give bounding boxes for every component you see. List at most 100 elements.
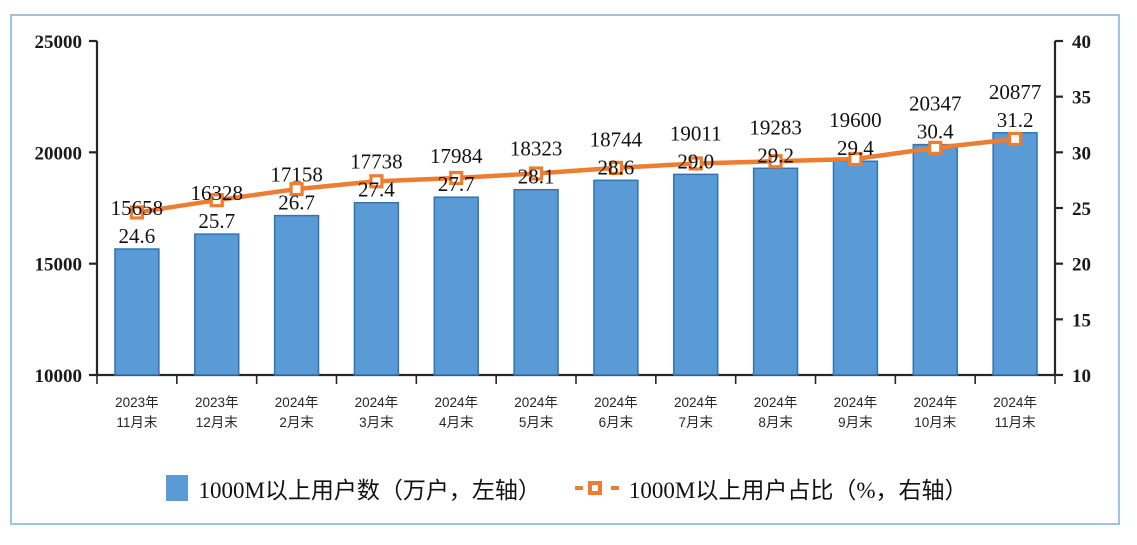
- line-series: [134, 136, 1018, 215]
- left-axis-ticks: 10000 15000 20000 25000: [35, 32, 97, 387]
- chart-legend: 1000M以上用户数（万户，左轴） 1000M以上用户占比（%，右轴）: [12, 471, 1122, 505]
- x-axis-category-label: 6月末: [599, 415, 634, 430]
- line-value-label: 27.7: [438, 172, 475, 196]
- bar: [114, 248, 160, 376]
- line-marker: [209, 193, 224, 208]
- line-marker: [289, 181, 304, 197]
- right-axis-ticks: 10 15 20 25 30 35 40: [1055, 32, 1091, 387]
- bar: [194, 233, 240, 376]
- line-value-label: 29.0: [677, 149, 714, 173]
- bar: [912, 143, 958, 376]
- x-axis-category-label: 2024年: [514, 395, 558, 410]
- line-marker: [449, 170, 464, 186]
- legend-item-line-series[interactable]: 1000M以上用户占比（%，右轴）: [574, 471, 968, 505]
- line-value-label: 30.4: [917, 120, 954, 144]
- bar: [513, 188, 559, 376]
- bar: [992, 132, 1038, 376]
- x-axis-category-label: 8月末: [758, 415, 793, 430]
- x-axis-category-label: 2月末: [279, 415, 314, 430]
- line-marker: [608, 160, 624, 176]
- right-axis-tick-label: 20: [1072, 255, 1091, 276]
- x-axis-category-label: 2024年: [275, 395, 319, 410]
- bar: [273, 214, 320, 376]
- line-value-label: 29.2: [757, 143, 794, 167]
- bar-value-label: 18323: [510, 137, 563, 161]
- line-marker: [928, 140, 943, 155]
- bar-value-label: 17984: [430, 144, 483, 168]
- bar-value-label: 18744: [590, 127, 643, 151]
- x-axis-category-label: 2024年: [594, 395, 638, 410]
- right-axis-tick-label: 10: [1072, 366, 1091, 387]
- x-axis-category-ticks: [96, 375, 1056, 384]
- bar: [752, 167, 799, 376]
- bar: [593, 179, 639, 376]
- legend-line-marker-icon: [574, 479, 619, 497]
- bar-value-label: 19283: [749, 115, 802, 139]
- x-axis-category-label: 2023年: [195, 395, 239, 410]
- line-value-label: 28.6: [598, 155, 635, 179]
- x-axis-category-labels: 2023年 11月末 2023年 12月末 2024年 2月末 2024年 3月末 2024年 4…: [115, 395, 1037, 430]
- right-axis-tick-label: 30: [1072, 143, 1091, 164]
- x-axis-category-label: 2023年: [115, 395, 159, 410]
- x-axis-category-label: 11月末: [116, 415, 158, 430]
- x-axis-category-label: 12月末: [196, 415, 239, 430]
- line-marker: [848, 151, 863, 167]
- legend-bar-swatch-icon: [166, 475, 189, 501]
- x-axis-category-label: 2024年: [434, 395, 478, 410]
- line-value-label: 28.1: [518, 165, 555, 189]
- x-axis-category-label: 2024年: [754, 395, 798, 410]
- bar-value-label: 19600: [829, 108, 882, 132]
- bar: [353, 201, 400, 376]
- bar: [832, 160, 879, 376]
- right-axis-tick-label: 35: [1072, 88, 1091, 109]
- bar-value-labels: 15658 16328 17158 17738 17984 18323 18744 19011…: [111, 80, 1042, 220]
- bar-value-label: 17738: [350, 150, 403, 174]
- x-axis-category-label: 2024年: [993, 395, 1037, 410]
- x-axis-category-label: 2024年: [674, 395, 718, 410]
- line-markers: [129, 131, 1023, 220]
- chart-frame: 10000 15000 20000 25000 10 15 20 25 30 3…: [10, 14, 1120, 525]
- bar-value-label: 17158: [270, 163, 323, 187]
- left-axis-tick-label: 25000: [35, 32, 83, 53]
- bar-value-label: 19011: [670, 121, 722, 145]
- x-axis-category-label: 9月末: [838, 415, 873, 430]
- right-axis-tick-label: 40: [1072, 32, 1091, 53]
- line-marker: [369, 174, 384, 189]
- legend-item-bar-series[interactable]: 1000M以上用户数（万户，左轴）: [166, 471, 541, 505]
- line-marker: [688, 156, 703, 171]
- x-axis-category-label: 11月末: [995, 415, 1037, 430]
- bar-value-label: 15658: [111, 196, 164, 220]
- line-value-label: 31.2: [997, 108, 1034, 132]
- right-axis-tick-label: 15: [1072, 310, 1091, 331]
- x-axis-category-label: 5月末: [519, 415, 554, 430]
- line-marker: [1007, 131, 1023, 147]
- x-axis-category-label: 2024年: [834, 395, 878, 410]
- left-axis-tick-label: 15000: [35, 255, 83, 276]
- line-value-label: 24.6: [119, 224, 156, 248]
- line-marker: [528, 166, 544, 181]
- bar-value-label: 16328: [191, 181, 244, 205]
- x-axis-category-label: 10月末: [914, 415, 957, 430]
- bar-series: [114, 132, 1038, 376]
- bar-value-label: 20347: [909, 92, 962, 116]
- right-axis-tick-label: 25: [1072, 199, 1091, 220]
- x-axis-category-label: 3月末: [359, 415, 394, 430]
- legend-label-line-series: 1000M以上用户占比（%，右轴）: [628, 478, 968, 503]
- x-axis-category-label: 2024年: [355, 395, 399, 410]
- line-marker: [768, 154, 783, 169]
- bar-value-label: 20877: [989, 80, 1042, 104]
- line-value-label: 29.4: [837, 136, 874, 160]
- combo-chart-plot: 10000 15000 20000 25000 10 15 20 25 30 3…: [35, 32, 1092, 430]
- line-value-label: 27.4: [358, 178, 395, 202]
- line-value-label: 26.7: [278, 191, 315, 215]
- left-axis-tick-label: 10000: [35, 366, 83, 387]
- bar: [433, 196, 479, 376]
- line-value-labels: 24.6 25.7 26.7 27.4 27.7 28.1 28.6 29.0 29.2 29.4…: [119, 108, 1034, 248]
- left-axis-tick-label: 20000: [35, 143, 83, 164]
- x-axis-category-label: 4月末: [439, 415, 474, 430]
- bar: [673, 173, 719, 376]
- x-axis-category-label: 2024年: [913, 395, 957, 410]
- line-value-label: 25.7: [198, 209, 235, 233]
- x-axis-category-label: 7月末: [678, 415, 713, 430]
